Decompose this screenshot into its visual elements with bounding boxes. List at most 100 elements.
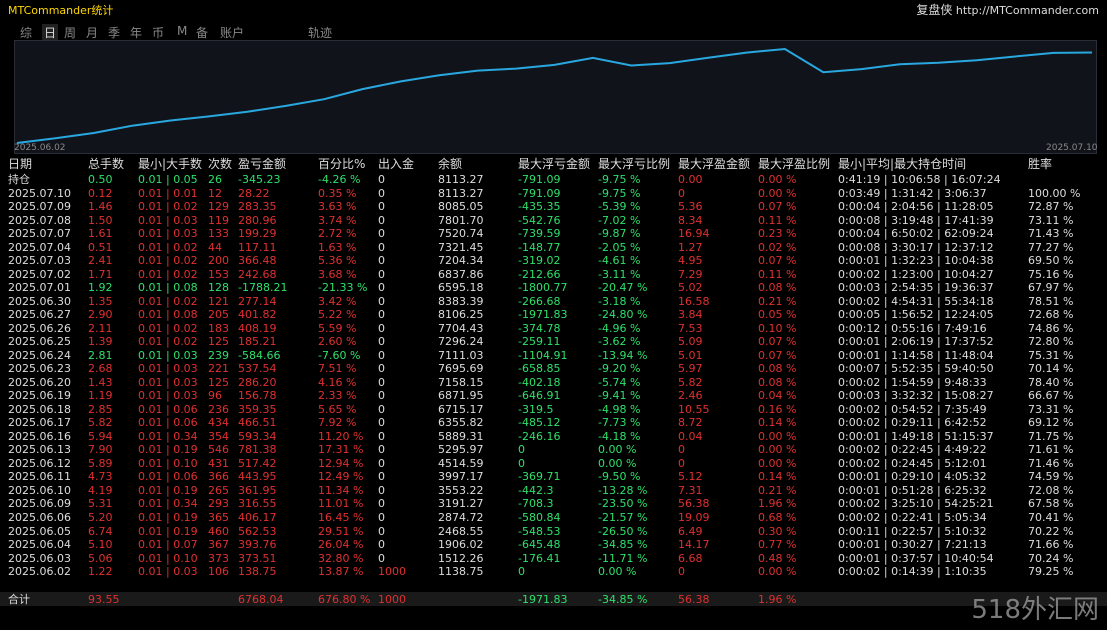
table-cell: 0.00 %	[598, 565, 637, 579]
table-cell: -9.50 %	[598, 470, 641, 484]
chart-end: 2025.07.10	[1046, 143, 1098, 153]
url[interactable]: http://MTCommander.com	[955, 4, 1099, 17]
total-cell: 93.55	[88, 593, 120, 606]
table-cell: 32.80 %	[318, 551, 364, 565]
table-cell: -23.50 %	[598, 497, 648, 511]
table-cell: -442.3	[518, 483, 554, 497]
table-cell: 70.14 %	[1028, 362, 1074, 376]
table-cell: 128	[208, 281, 229, 295]
table-cell: 0	[378, 443, 385, 457]
table-cell: 0	[378, 335, 385, 349]
table-cell: 7.92 %	[318, 416, 357, 430]
table-cell: 0.00 %	[598, 443, 637, 457]
table-cell: 69.50 %	[1028, 254, 1074, 268]
tab[interactable]: 备	[196, 26, 209, 40]
tab[interactable]: 季	[108, 26, 121, 40]
table-cell: 0:00:03 | 2:54:35 | 19:36:37	[838, 281, 994, 295]
tab[interactable]: 账户	[220, 26, 245, 40]
table-cell: 7158.15	[438, 375, 484, 389]
tab[interactable]: 周	[64, 26, 77, 40]
table-cell: 26	[208, 173, 222, 186]
table-cell: 0	[378, 483, 385, 497]
table-cell: 0	[378, 348, 385, 362]
tab[interactable]: M	[177, 24, 188, 38]
table-cell: 0:00:01 | 1:32:23 | 10:04:38	[838, 254, 994, 268]
table-cell: 8085.05	[438, 200, 484, 214]
table-cell: 0.05 %	[758, 308, 797, 322]
table-cell: 0:00:08 | 3:30:17 | 12:37:12	[838, 240, 994, 254]
table-cell: 5889.31	[438, 429, 484, 443]
table-cell: 0.01 | 0.02	[138, 335, 198, 349]
table-cell: 16.45 %	[318, 511, 364, 524]
table-cell: 8113.27	[438, 186, 484, 200]
table-cell: -1800.77	[518, 281, 568, 295]
table-cell: 2025.07.03	[8, 254, 71, 268]
table-cell: -1971.83	[518, 308, 568, 322]
table-cell: 2025.07.07	[8, 227, 71, 241]
table-cell: 0.08 %	[758, 362, 797, 376]
table-cell: 3.63 %	[318, 200, 357, 214]
table-cell: 2025.06.10	[8, 483, 71, 497]
table-cell: 0.01 | 0.03	[138, 389, 198, 403]
table-cell: 0.01 | 0.19	[138, 524, 198, 538]
column-header: 总手数	[88, 157, 125, 171]
table-cell: 0	[378, 200, 385, 214]
table-cell: 1.50	[88, 213, 113, 227]
table-cell: 1.19	[88, 389, 113, 403]
table-cell: 0.00 %	[598, 456, 637, 470]
table-cell: 0:00:11 | 0:22:57 | 5:10:32	[838, 524, 987, 538]
table-cell: -1788.21	[238, 281, 288, 295]
table-cell: 2025.07.08	[8, 213, 71, 227]
table-cell: 4.95	[678, 254, 703, 268]
table-cell: 78.51 %	[1028, 294, 1074, 308]
table-cell: 2025.06.13	[8, 443, 71, 457]
table-cell: 0	[678, 443, 685, 457]
table-cell: 11.34 %	[318, 483, 364, 497]
table-cell: 5.59 %	[318, 321, 357, 335]
table-cell: 7801.70	[438, 213, 484, 227]
table-cell: 6.74	[88, 524, 113, 538]
chart-start: 2025.06.02	[14, 143, 66, 153]
table-cell: 0.00 %	[758, 443, 797, 457]
column-header: 胜率	[1028, 157, 1053, 171]
table-cell: 0.68 %	[758, 511, 797, 524]
table-cell: 0.07 %	[758, 254, 797, 268]
table-cell: 16.94	[678, 227, 710, 241]
table-cell: 121	[208, 294, 229, 308]
table-cell: 7204.34	[438, 254, 484, 268]
table-cell: 74.86 %	[1028, 321, 1074, 335]
tab[interactable]: 年	[130, 26, 143, 40]
column-header: 最大浮盈比例	[758, 157, 831, 171]
table-cell: 5.12	[678, 470, 703, 484]
tab[interactable]: 轨迹	[308, 26, 333, 40]
table-cell: 0.21 %	[758, 483, 797, 497]
table-cell: 133	[208, 227, 229, 241]
table-cell: 8106.25	[438, 308, 484, 322]
tab[interactable]: 月	[86, 26, 99, 40]
table-cell: 0.01 | 0.06	[138, 402, 198, 416]
table-cell: 7704.43	[438, 321, 484, 335]
table-cell: 2025.06.03	[8, 551, 71, 565]
column-header: 百分比%	[318, 157, 366, 171]
table-cell: -4.26 %	[318, 173, 361, 186]
table-cell: 28.22	[238, 186, 270, 200]
table-cell: 0	[378, 186, 385, 200]
table-cell: 517.42	[238, 456, 277, 470]
tab[interactable]: 币	[152, 26, 165, 40]
table-cell: 72.68 %	[1028, 308, 1074, 322]
table-cell: 0.50	[88, 173, 113, 186]
table-cell: -4.18 %	[598, 429, 641, 443]
table-cell: 7321.45	[438, 240, 484, 254]
table-cell: 286.20	[238, 375, 277, 389]
table-cell: 13.87 %	[318, 565, 364, 579]
table-cell: 0	[378, 294, 385, 308]
table-cell: 2025.06.20	[8, 375, 71, 389]
table-cell: 0.01 | 0.34	[138, 497, 198, 511]
tab[interactable]: 综	[20, 26, 33, 40]
table-cell: -658.85	[518, 362, 561, 376]
table-cell: 69.12 %	[1028, 416, 1074, 430]
total-cell: -1971.83	[518, 593, 568, 606]
tab[interactable]: 日	[42, 24, 59, 41]
table-cell: -739.59	[518, 227, 561, 241]
table-cell: 0:00:02 | 1:23:00 | 10:04:27	[838, 267, 994, 281]
